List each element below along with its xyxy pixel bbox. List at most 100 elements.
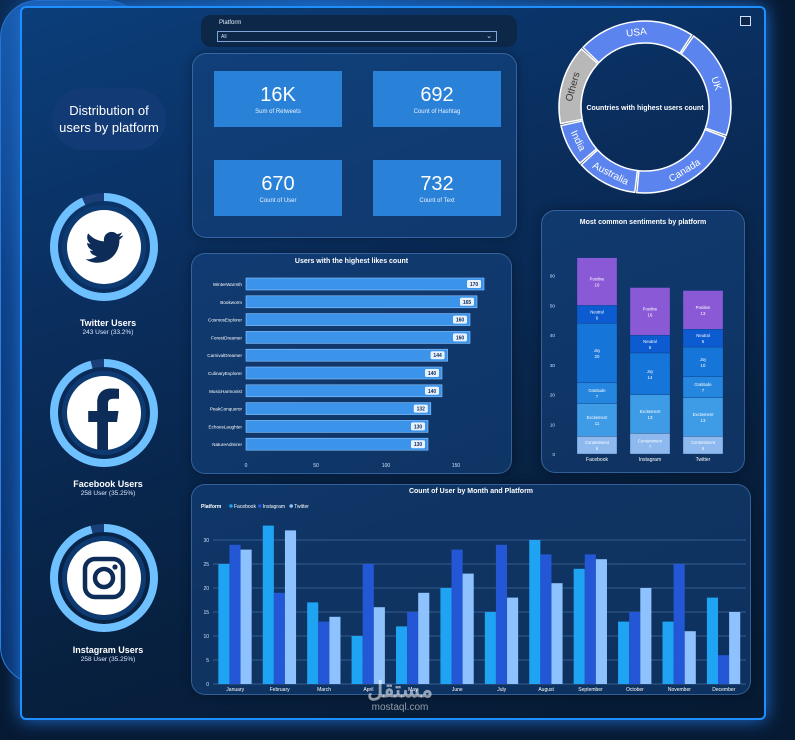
monthly-bar <box>484 612 496 684</box>
monthly-bar <box>273 592 285 684</box>
sentiment-segment-label: Joy <box>647 369 654 374</box>
slicer-label: Platform <box>219 20 242 26</box>
kpi-label: Count of Text <box>419 198 455 204</box>
kpi-value: 692 <box>420 84 454 106</box>
monthly-y-tick: 20 <box>203 586 209 592</box>
likes-value-badge <box>425 386 439 395</box>
platform-dropdown[interactable]: All ⌄ <box>217 31 497 42</box>
monthly-y-tick: 10 <box>203 634 209 640</box>
sentiment-stacked-chart[interactable]: 0102030405060Contentment6Excitement11Gra… <box>541 210 745 473</box>
likes-value-label: 130 <box>414 424 423 430</box>
monthly-bar <box>551 583 563 684</box>
likes-bar <box>245 277 485 291</box>
likes-value-label: 170 <box>470 282 479 288</box>
sentiment-y-tick: 20 <box>550 393 556 398</box>
monthly-bar <box>495 544 508 684</box>
monthly-y-tick: 15 <box>203 610 209 616</box>
monthly-legend-label: Facebook <box>234 504 256 510</box>
sentiment-segment-label: Joy <box>700 357 707 362</box>
monthly-bar <box>673 564 685 684</box>
likes-bar <box>245 437 429 451</box>
monthly-bar <box>318 621 330 684</box>
likes-value-label: 140 <box>428 389 437 395</box>
likes-bar <box>245 366 443 380</box>
sentiment-segment-label: Excitement <box>693 412 715 417</box>
monthly-x-label: March <box>317 687 331 693</box>
facebook-users-count: 258 User (35.25%) <box>80 490 136 497</box>
likes-bar <box>245 420 429 433</box>
monthly-bar <box>240 549 252 684</box>
likes-bar <box>245 331 471 344</box>
monthly-bar <box>540 554 552 684</box>
monthly-bar <box>451 549 463 684</box>
sentiment-segment-label: Neutral <box>696 333 710 338</box>
likes-chart-title: Users with the highest likes count <box>294 258 409 265</box>
sentiment-segment-value: 6 <box>649 345 652 350</box>
sentiment-segment-label: Gratitude <box>588 388 606 393</box>
monthly-x-label: October <box>626 687 644 693</box>
likes-value-badge <box>411 440 425 449</box>
likes-bar <box>245 384 443 398</box>
likes-bar <box>245 348 448 362</box>
kpi-value: 16K <box>260 84 296 106</box>
sentiment-segment-value: 6 <box>596 315 599 320</box>
donut-label: USA <box>626 26 648 39</box>
likes-value-label: 144 <box>433 353 442 359</box>
kpi-card-retweets: 16K Sum of Retweets <box>214 71 342 127</box>
sentiment-segment-label: Positive <box>643 306 658 311</box>
likes-value-label: 160 <box>456 335 465 341</box>
focus-mode-icon[interactable] <box>740 16 751 26</box>
monthly-bar <box>440 588 452 684</box>
sentiment-segment-value: 16 <box>595 283 600 288</box>
monthly-bar <box>218 564 230 684</box>
monthly-chart-title: Count of User by Month and Platform <box>408 488 534 495</box>
likes-bar <box>245 313 471 326</box>
kpi-card-user: 670 Count of User <box>214 160 342 216</box>
donut-slice-canada <box>636 128 727 194</box>
watermark: مستقل mostaql.com <box>350 677 450 714</box>
monthly-bar <box>418 592 430 684</box>
sentiment-y-tick: 40 <box>550 333 556 338</box>
instagram-share-ring[interactable] <box>49 523 159 633</box>
facebook-share-ring[interactable] <box>49 358 159 468</box>
likes-value-badge <box>453 315 467 324</box>
sentiment-segment <box>682 290 724 330</box>
monthly-bar <box>529 540 541 684</box>
likes-value-label: 130 <box>414 442 423 448</box>
sentiment-chart-title: Most common sentiments by platform <box>579 219 707 226</box>
monthly-bar <box>462 573 474 684</box>
monthly-bar <box>584 554 596 684</box>
twitter-share-ring[interactable] <box>49 192 159 302</box>
monthly-bar-chart[interactable]: Platform Facebook Instagram Twitter 0 5 10 15 20… <box>191 484 751 695</box>
kpi-card-text: 732 Count of Text <box>373 160 501 216</box>
monthly-bar <box>307 602 319 684</box>
likes-x-tick: 0 <box>245 463 248 469</box>
platform-slicer: Platform All ⌄ <box>201 15 517 47</box>
donut-title: Countries with highest users count <box>586 105 704 112</box>
sentiment-segment-value: 10 <box>701 363 706 368</box>
monthly-legend-marker <box>289 504 293 508</box>
likes-category-label: CarnivalDreamer <box>207 353 242 358</box>
kpi-label: Count of User <box>259 198 297 204</box>
likes-bar-chart[interactable]: WinterWarmth 170 Bookworm 165 CosmosExplorer… <box>191 253 512 474</box>
watermark-latin: mostaql.com <box>371 702 429 713</box>
sentiment-segment-value: 6 <box>702 339 705 344</box>
monthly-bar <box>573 568 585 684</box>
likes-category-label: Bookworm <box>220 300 242 305</box>
watermark-arabic: مستقل <box>367 677 433 702</box>
sentiment-x-label: Facebook <box>586 457 608 463</box>
kpi-value: 670 <box>261 173 295 195</box>
sentiment-segment-label: Neutral <box>590 309 604 314</box>
sentiment-segment-label: Contentment <box>638 439 663 444</box>
likes-category-label: NatureAdmirer <box>212 442 242 447</box>
sentiment-y-tick: 0 <box>552 452 555 457</box>
likes-value-label: 165 <box>463 300 472 306</box>
monthly-x-label: January <box>226 687 244 693</box>
sentiment-segment-value: 7 <box>649 445 652 450</box>
kpi-label: Count of Hashtag <box>413 109 461 115</box>
share-arc <box>50 524 158 632</box>
monthly-y-tick: 30 <box>203 538 209 544</box>
sentiment-segment <box>682 397 724 437</box>
likes-category-label: CosmosExplorer <box>208 318 242 323</box>
